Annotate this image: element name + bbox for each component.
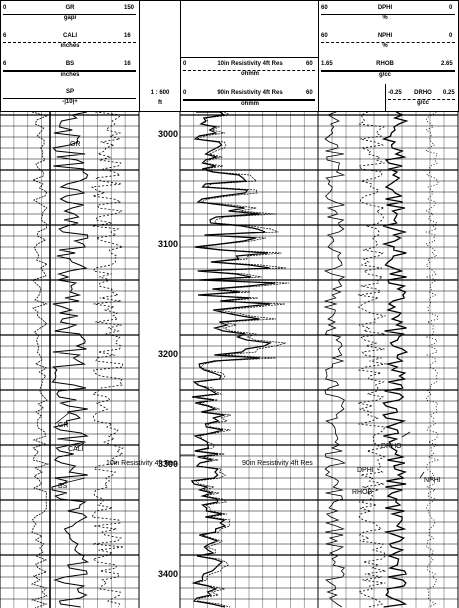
- rhob-scale-line: [321, 70, 455, 72]
- depth-track-divider: [180, 0, 181, 112]
- header-bottom-border: [0, 111, 459, 112]
- nphi-unit: %: [382, 43, 388, 49]
- annotation-res90: 90in Resistivity 4ft Res: [242, 460, 313, 467]
- res90-unit: ohmm: [241, 101, 259, 107]
- drho-left-scale: -0.25: [388, 90, 402, 96]
- annotation-gr: GR: [58, 422, 69, 429]
- track2-divider: [318, 0, 319, 112]
- annotation-dphi: DPHI: [357, 467, 374, 474]
- depth-label-3300: 3300: [158, 459, 178, 469]
- gr-right-scale: 150: [124, 5, 135, 11]
- cali-left-scale: 6: [3, 33, 7, 39]
- log-header: 0 GR 150 gapi 6 CALI 16 inches 6 BS 16 i…: [0, 0, 459, 112]
- depth-unit: ft: [158, 100, 162, 106]
- nphi-scale-line: [321, 42, 455, 43]
- bs-right-scale: 16: [124, 61, 131, 67]
- res90-curve: [190, 112, 276, 608]
- annotation-gr-top: GR: [70, 141, 81, 148]
- sp-unit: -|10|+: [62, 99, 78, 105]
- depth-label-3000: 3000: [158, 129, 178, 139]
- cali-right-scale: 16: [124, 33, 131, 39]
- annotation-nphi: NPHI: [424, 477, 441, 484]
- gr-scale-line: [3, 14, 136, 15]
- annotation-cali: CALI: [68, 446, 84, 453]
- drho-curve: [424, 112, 439, 608]
- cali-scale-line: [3, 42, 136, 43]
- depth-label-3400: 3400: [158, 569, 178, 579]
- gr-curve-name: GR: [65, 5, 75, 11]
- dphi-right-scale: 0: [449, 5, 453, 11]
- gr-curve: [51, 112, 90, 608]
- sp-scale-line: [3, 98, 136, 99]
- cali-curve-name: CALI: [63, 33, 77, 39]
- res90-scale-line: [183, 99, 315, 101]
- annotation-drho: DRHO: [381, 443, 402, 450]
- drho-curve-name: DRHO: [414, 90, 432, 96]
- rhob-curve: [381, 112, 409, 608]
- bs-scale-line: [3, 70, 136, 72]
- header-top-border: [0, 0, 459, 1]
- track2-header-top: [180, 57, 318, 58]
- nphi-curve-name: NPHI: [377, 33, 393, 39]
- res10-right-scale: 60: [306, 61, 313, 67]
- track1-divider: [139, 0, 140, 112]
- drho-scale-line: [388, 99, 455, 100]
- nphi-right-scale: 0: [449, 33, 453, 39]
- cali-unit: inches: [60, 43, 80, 49]
- gr-left-scale: 0: [3, 5, 7, 11]
- drho-unit: g/cc: [416, 100, 429, 106]
- drho-box-left: [385, 84, 386, 112]
- res90-curve-name: 90in Resistivity 4ft Res: [217, 90, 283, 96]
- rhob-unit: g/cc: [378, 72, 391, 78]
- annotation-leader: [419, 471, 425, 479]
- annotation-rhob: RHOB: [352, 489, 373, 496]
- bs-unit: inches: [60, 72, 80, 78]
- cali-curve: [90, 112, 125, 608]
- annotation-leader: [59, 477, 86, 485]
- dphi-unit: %: [382, 15, 388, 21]
- rhob-left-scale: 1.65: [321, 61, 333, 67]
- depth-label-3100: 3100: [158, 239, 178, 249]
- res10-curve: [195, 112, 290, 608]
- drho-right-scale: 0.25: [443, 90, 455, 96]
- res10-unit: ohmm: [241, 71, 259, 77]
- res90-right-scale: 60: [306, 90, 313, 96]
- res10-scale-line: [183, 70, 315, 71]
- log-curves: [30, 112, 439, 608]
- log-tracks: 3000 3100 3200 3300 3400 GR GR CALI BS 1…: [0, 112, 459, 608]
- nphi-curve: [357, 112, 386, 608]
- annotation-leader: [401, 431, 411, 438]
- depth-scale: 1 : 600: [150, 90, 170, 96]
- res90-left-scale: 0: [183, 90, 187, 96]
- dphi-left-scale: 60: [321, 5, 328, 11]
- annotation-leader: [54, 411, 71, 425]
- annotation-res10: 10in Resistivity 4ft Res: [106, 460, 177, 467]
- res10-curve-name: 10in Resistivity 4ft Res: [217, 61, 283, 67]
- nphi-left-scale: 60: [321, 33, 328, 39]
- rhob-right-scale: 2.65: [441, 61, 453, 67]
- header-left-border: [0, 0, 1, 112]
- bs-left-scale: 6: [3, 61, 7, 67]
- dphi-curve-name: DPHI: [377, 5, 393, 11]
- sp-curve-name: SP: [65, 89, 74, 95]
- dphi-curve: [323, 112, 346, 608]
- annotation-leader: [75, 442, 85, 449]
- gr-unit: gapi: [63, 15, 77, 21]
- rhob-curve-name: RHOB: [376, 61, 394, 67]
- dphi-scale-line: [321, 14, 455, 15]
- annotation-bs: BS: [58, 483, 68, 490]
- sp-curve: [30, 112, 50, 608]
- depth-label-3200: 3200: [158, 349, 178, 359]
- res10-left-scale: 0: [183, 61, 187, 67]
- bs-curve-name: BS: [65, 61, 75, 67]
